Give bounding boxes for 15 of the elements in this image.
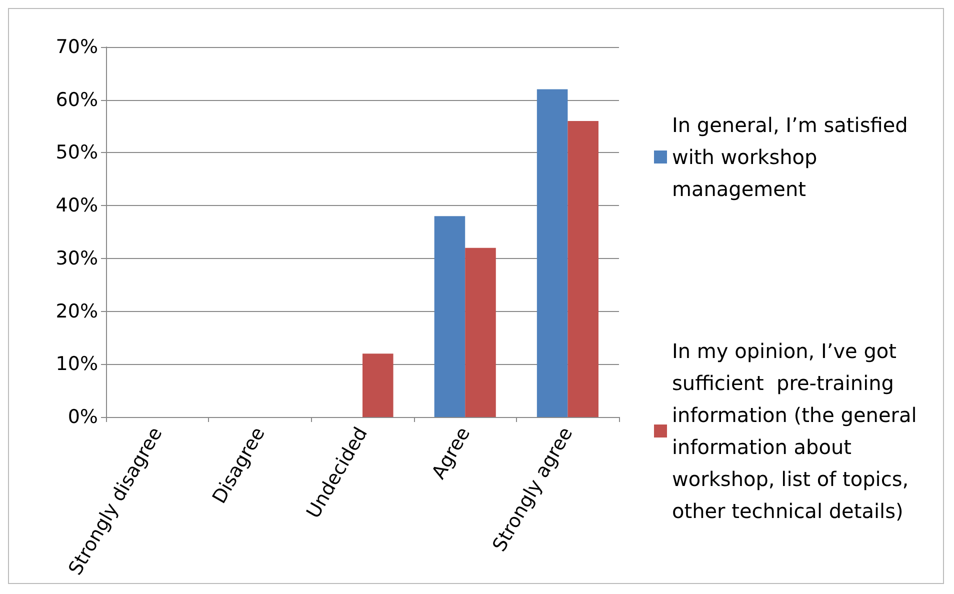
bar <box>362 354 394 417</box>
legend-label: In general, I’m satisfied with workshop management <box>672 113 914 201</box>
y-tick-label: 20% <box>56 300 98 322</box>
y-tick-label: 50% <box>56 142 98 164</box>
y-tick-label: 30% <box>56 247 98 270</box>
y-tick-label: 40% <box>56 194 98 217</box>
bar <box>536 89 568 417</box>
bar <box>434 216 466 417</box>
bar <box>465 248 496 417</box>
y-tick-label: 70% <box>56 36 98 58</box>
y-tick-label: 0% <box>68 406 98 428</box>
legend-label: In my opinion, I’ve got sufficient pre-training information (the general information about workshop, list of topics, other technical details) <box>672 339 924 523</box>
bar <box>568 121 598 417</box>
y-tick-label: 10% <box>56 353 98 376</box>
y-tick-label: 60% <box>56 88 98 111</box>
